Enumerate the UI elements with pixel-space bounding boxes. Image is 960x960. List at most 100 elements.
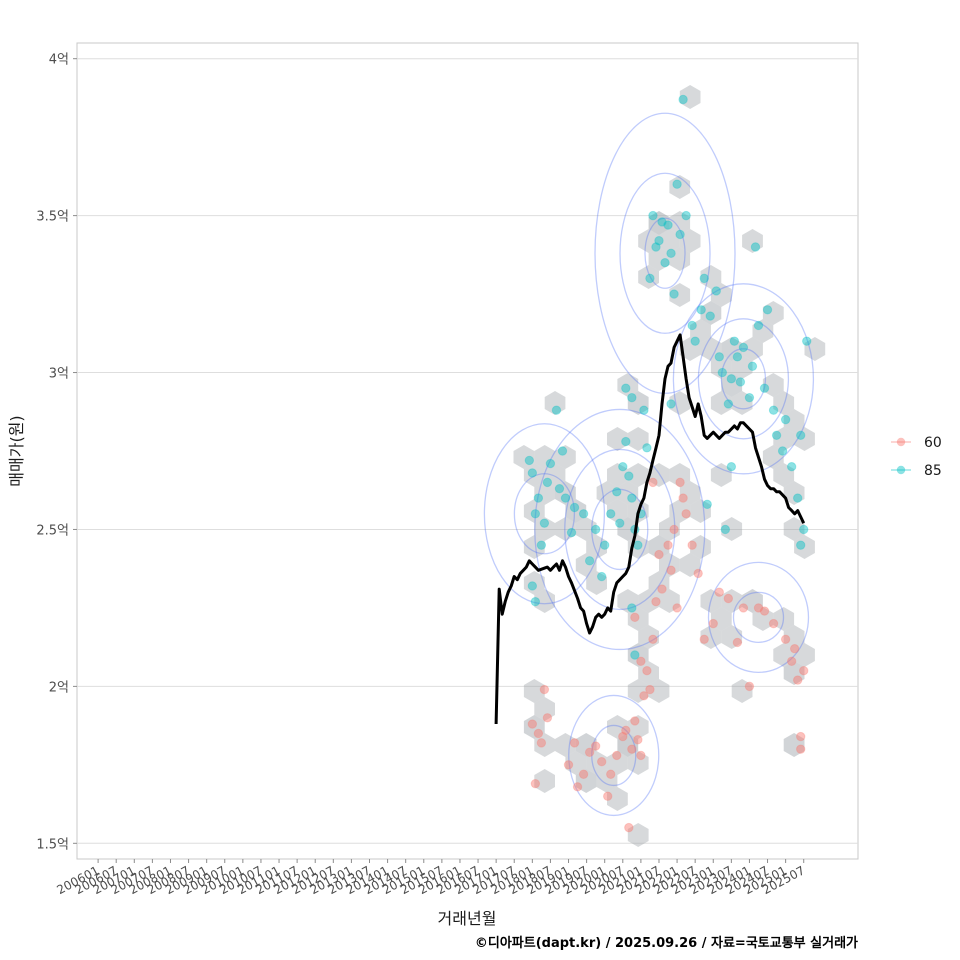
point-series-85 <box>690 336 700 346</box>
point-series-85 <box>539 518 550 528</box>
hex-bin <box>783 409 805 433</box>
point-series-85 <box>792 493 803 503</box>
density-contour <box>644 217 686 289</box>
hex-bin <box>721 337 743 361</box>
point-series-85 <box>621 383 631 393</box>
hex-bin <box>679 481 701 505</box>
point-series-85 <box>750 242 761 252</box>
hex-bin <box>534 733 555 757</box>
hex-bin <box>607 787 628 811</box>
point-series-85 <box>666 248 676 258</box>
hex-bin <box>638 229 659 253</box>
y-tick-label: 2.5억 <box>36 523 69 538</box>
hex-bin <box>617 589 639 613</box>
point-series-85 <box>796 540 806 550</box>
density-contour <box>697 318 790 440</box>
point-series-60 <box>672 603 682 613</box>
point-series-85 <box>732 352 743 362</box>
plot-panel <box>76 42 859 860</box>
hex-bin <box>762 373 784 397</box>
hex-bin <box>648 535 670 559</box>
y-axis-title: 매매가(원) <box>7 415 26 486</box>
point-series-85 <box>536 540 547 550</box>
point-series-60 <box>584 747 595 757</box>
point-series-60 <box>663 540 673 550</box>
point-series-60 <box>630 716 640 726</box>
hex-bin <box>783 517 805 541</box>
hex-bin <box>721 373 743 397</box>
point-series-60 <box>699 634 709 645</box>
point-series-60 <box>780 634 791 645</box>
point-series-85 <box>621 436 631 447</box>
point-series-85 <box>645 273 655 284</box>
hex-bin <box>742 229 763 253</box>
hex-bin <box>762 445 784 469</box>
point-series-85 <box>663 220 673 230</box>
hex-bin <box>638 661 659 685</box>
hex-bin <box>523 499 545 523</box>
point-series-60 <box>789 644 800 654</box>
hex-bin <box>648 571 670 595</box>
density-contour <box>591 488 649 571</box>
point-series-85 <box>542 477 553 488</box>
hex-bin <box>721 589 743 613</box>
point-series-60 <box>536 738 547 748</box>
point-series-60 <box>612 750 622 761</box>
point-series-85 <box>747 361 758 371</box>
hex-bin <box>523 535 545 559</box>
point-series-60 <box>666 565 676 575</box>
point-series-60 <box>530 778 541 789</box>
point-series-85 <box>615 518 625 528</box>
point-series-85 <box>566 527 577 538</box>
density-contour <box>707 561 810 673</box>
hex-bin <box>627 715 649 739</box>
hex-bin <box>669 391 691 415</box>
hex-bin <box>690 535 711 559</box>
hex-bin <box>794 643 815 667</box>
hex-bin <box>523 679 545 703</box>
point-series-60 <box>648 477 658 488</box>
hex-bin <box>783 481 805 505</box>
point-series-85 <box>527 468 538 478</box>
y-tick-label: 3억 <box>49 367 69 382</box>
point-series-85 <box>678 94 688 105</box>
hex-bin <box>586 571 607 595</box>
point-series-60 <box>645 684 655 695</box>
hex-bin <box>669 175 691 199</box>
hex-bin <box>586 751 607 775</box>
hex-bin <box>627 823 649 847</box>
point-series-60 <box>596 757 607 767</box>
hex-bin <box>627 427 649 451</box>
point-series-85 <box>729 336 740 346</box>
hex-bin <box>555 481 576 505</box>
point-series-85 <box>771 430 782 441</box>
hex-bin <box>627 463 649 487</box>
point-series-85 <box>557 446 568 456</box>
point-series-60 <box>533 728 544 739</box>
hex-bin <box>638 625 659 649</box>
hex-bin <box>534 445 555 469</box>
point-series-85 <box>714 352 724 362</box>
hex-bin <box>700 301 722 325</box>
point-series-85 <box>669 289 679 299</box>
density-contour <box>591 724 637 787</box>
point-series-60 <box>606 769 616 779</box>
hex-bin <box>710 283 732 307</box>
point-series-60 <box>669 524 679 535</box>
point-series-60 <box>714 587 724 597</box>
hex-bin <box>659 553 680 577</box>
point-series-85 <box>717 367 728 378</box>
point-series-60 <box>542 713 553 723</box>
point-series-60 <box>572 782 583 792</box>
point-series-60 <box>590 741 601 751</box>
hex-bin <box>575 769 597 793</box>
point-series-60 <box>687 540 697 550</box>
point-series-60 <box>657 584 667 594</box>
hex-bin <box>783 661 805 685</box>
hex-bin <box>659 589 680 613</box>
point-series-85 <box>551 405 562 415</box>
point-series-85 <box>672 179 682 189</box>
point-series-60 <box>792 675 803 685</box>
point-series-60 <box>578 769 589 779</box>
